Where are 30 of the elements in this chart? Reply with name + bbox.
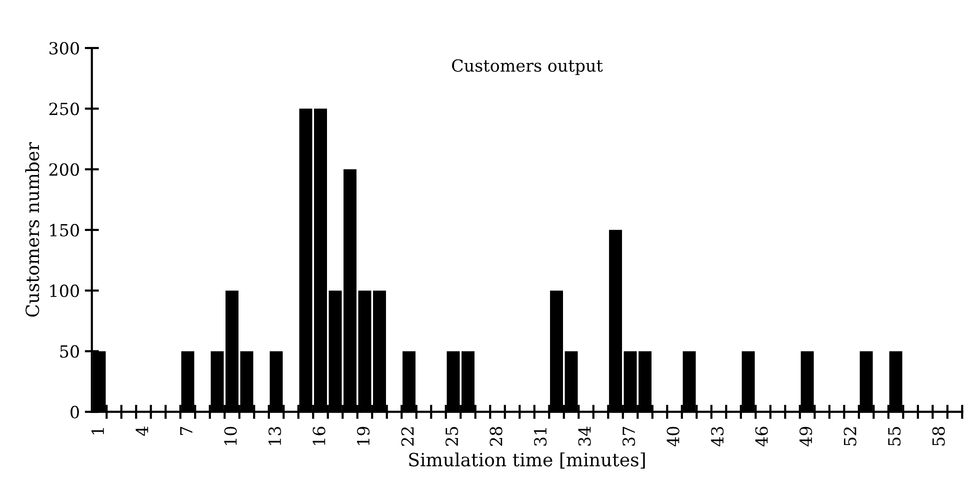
- x-tick-label: 28: [490, 426, 502, 446]
- x-tick-label: 40: [666, 426, 680, 446]
- y-tick-label: 100: [50, 284, 79, 298]
- x-tick-label: 7: [180, 426, 192, 435]
- y-axis-title: Customers number: [25, 142, 40, 317]
- y-tick-label: 300: [50, 42, 79, 55]
- x-tick-label: 22: [401, 427, 414, 446]
- y-tick-label: 150: [50, 224, 79, 236]
- x-tick-label: 19: [356, 426, 370, 445]
- x-tick-label: 34: [578, 426, 591, 446]
- x-tick-label: 25: [445, 427, 458, 446]
- x-tick-label: 10: [224, 426, 237, 445]
- x-tick-label: 46: [755, 426, 768, 446]
- text: Customers output: [452, 59, 603, 76]
- x-tick-label: 31: [534, 428, 547, 446]
- x-tick-label: 1: [91, 428, 104, 434]
- x-tick-label: 43: [711, 426, 724, 446]
- x-tick-label: 13: [268, 426, 282, 445]
- x-tick-label: 58: [932, 426, 945, 446]
- y-tick-label: 200: [49, 163, 79, 176]
- y-tick-label: 250: [49, 102, 79, 116]
- x-tick-label: 49: [800, 426, 812, 446]
- x-tick-label: 16: [312, 426, 326, 445]
- x-axis-title: Simulation time [minutes]: [409, 452, 645, 469]
- y-tick-label: 0: [70, 406, 79, 418]
- x-tick-label: 52: [844, 427, 856, 446]
- x-tick-label: 55: [888, 427, 901, 446]
- x-tick-label: 37: [622, 426, 636, 446]
- y-tick-label: 50: [60, 345, 79, 358]
- x-tick-label: 4: [136, 426, 148, 436]
